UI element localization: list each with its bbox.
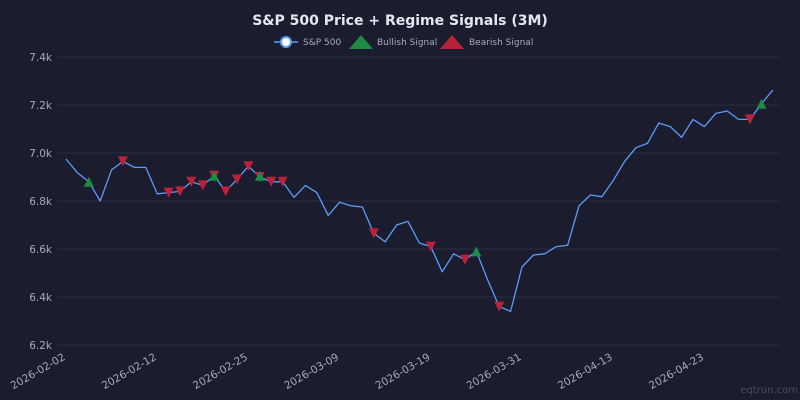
- bearish-signal-marker: [494, 301, 505, 312]
- x-axis: 2026-02-02 2026-02-12 2026-02-25 2026-03-09…: [9, 351, 706, 392]
- bearish-signal-marker: [368, 228, 379, 239]
- bearish-signal-marker: [163, 187, 174, 198]
- bearish-signal-marker: [277, 176, 288, 187]
- y-tick-label: 7.2k: [29, 100, 53, 112]
- legend-marker-bearish: [440, 35, 464, 49]
- legend-marker-sp500: [280, 36, 292, 48]
- y-axis: 6.2k 6.4k 6.6k 6.8k 7.0k 7.2k 7.4k: [29, 52, 53, 352]
- x-tick-label: 2026-03-09: [282, 351, 341, 392]
- legend: S&P 500 Bullish Signal Bearish Signal: [274, 35, 533, 49]
- bearish-signal-marker: [232, 174, 242, 185]
- y-tick-label: 7.4k: [29, 52, 53, 64]
- x-tick-label: 2026-02-25: [191, 351, 250, 392]
- legend-marker-bullish: [349, 35, 373, 49]
- bearish-signal-marker: [175, 186, 185, 197]
- y-tick-label: 6.6k: [29, 244, 53, 256]
- y-tick-label: 7.0k: [29, 148, 53, 160]
- x-tick-label: 2026-04-13: [556, 351, 615, 392]
- bearish-signal-marker: [197, 180, 208, 191]
- bullish-signal-marker: [83, 176, 94, 187]
- bullish-signal-marker: [209, 170, 220, 181]
- y-tick-label: 6.2k: [29, 340, 53, 352]
- x-tick-label: 2026-04-23: [647, 351, 706, 392]
- bullish-signal-marker: [254, 170, 265, 181]
- bearish-signal-marker: [186, 176, 197, 187]
- legend-label-bullish: Bullish Signal: [377, 38, 437, 48]
- legend-label-sp500: S&P 500: [303, 38, 341, 48]
- x-tick-label: 2026-02-02: [9, 351, 68, 392]
- bearish-signal-marker: [460, 254, 470, 265]
- bullish-signal-marker: [471, 246, 482, 257]
- x-tick-label: 2026-03-19: [373, 351, 432, 392]
- watermark: eqtrun.com: [740, 385, 798, 396]
- signal-markers: [83, 98, 767, 312]
- bearish-signal-marker: [118, 156, 128, 167]
- bearish-signal-marker: [745, 114, 755, 125]
- bullish-signal-marker: [756, 98, 767, 109]
- y-tick-label: 6.4k: [29, 292, 53, 304]
- legend-label-bearish: Bearish Signal: [469, 38, 533, 48]
- bearish-signal-marker: [243, 161, 254, 172]
- x-tick-label: 2026-03-31: [465, 351, 524, 392]
- bearish-signal-marker: [266, 176, 277, 187]
- bearish-signal-marker: [220, 186, 231, 197]
- y-tick-label: 6.8k: [29, 196, 53, 208]
- grid: [58, 56, 780, 346]
- chart-title: S&P 500 Price + Regime Signals (3M): [252, 13, 548, 29]
- x-tick-label: 2026-02-12: [100, 351, 159, 392]
- bearish-signal-marker: [425, 241, 436, 252]
